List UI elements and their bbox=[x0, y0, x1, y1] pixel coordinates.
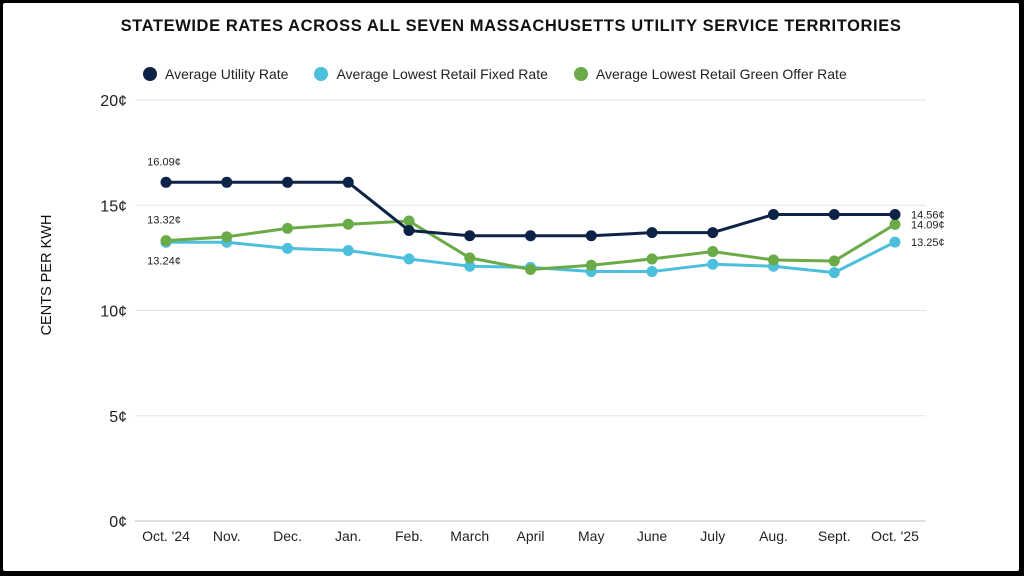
data-point-series-2 bbox=[646, 253, 658, 265]
data-point-series-2 bbox=[707, 246, 719, 258]
chart-title: STATEWIDE RATES ACROSS ALL SEVEN MASSACH… bbox=[120, 17, 902, 35]
chart-frame: STATEWIDE RATES ACROSS ALL SEVEN MASSACH… bbox=[3, 3, 1019, 571]
data-label: 16.09¢ bbox=[147, 156, 181, 168]
x-tick-label: Oct. '25 bbox=[871, 528, 919, 544]
data-point-series-0 bbox=[282, 176, 293, 188]
y-tick-label: 5¢ bbox=[109, 409, 127, 426]
data-label: 13.32¢ bbox=[147, 215, 181, 227]
x-tick-label: Nov. bbox=[213, 528, 241, 544]
data-point-series-0 bbox=[768, 209, 779, 221]
data-point-series-2 bbox=[342, 218, 354, 230]
x-tick-label: Sept. bbox=[818, 528, 851, 544]
data-point-series-1 bbox=[342, 245, 354, 257]
data-point-series-1 bbox=[403, 253, 415, 265]
x-tick-label: July bbox=[700, 528, 725, 544]
data-point-series-2 bbox=[889, 218, 901, 230]
data-point-series-2 bbox=[464, 252, 476, 264]
data-point-series-0 bbox=[889, 209, 901, 221]
data-point-series-1 bbox=[646, 266, 658, 278]
data-point-series-0 bbox=[585, 230, 597, 242]
data-point-series-0 bbox=[403, 225, 415, 237]
data-point-series-2 bbox=[221, 231, 233, 243]
data-point-series-1 bbox=[464, 260, 476, 272]
x-tick-label: Jan. bbox=[335, 528, 361, 544]
y-tick-label: 0¢ bbox=[109, 514, 127, 531]
data-point-series-0 bbox=[707, 227, 719, 239]
x-tick-label: March bbox=[450, 528, 489, 544]
series-line-0 bbox=[164, 180, 897, 238]
data-point-series-0 bbox=[221, 176, 233, 188]
legend-marker-fixed bbox=[314, 67, 329, 81]
data-label: 13.25¢ bbox=[911, 237, 945, 249]
data-point-series-2 bbox=[768, 254, 779, 266]
data-point-series-0 bbox=[342, 176, 354, 188]
data-point-series-0 bbox=[828, 209, 840, 221]
data-point-series-2 bbox=[525, 263, 536, 275]
data-point-series-2 bbox=[403, 215, 415, 227]
legend-label-fixed: Average Lowest Retail Fixed Rate bbox=[336, 66, 548, 82]
x-tick-label: April bbox=[516, 528, 544, 544]
y-tick-label: 10¢ bbox=[100, 304, 127, 321]
legend-label-green: Average Lowest Retail Green Offer Rate bbox=[595, 66, 847, 82]
x-tick-label: Feb. bbox=[395, 528, 423, 544]
data-point-series-2 bbox=[282, 222, 293, 234]
x-tick-label: Aug. bbox=[759, 528, 788, 544]
data-point-series-2 bbox=[828, 255, 840, 267]
legend-marker-green bbox=[573, 67, 588, 81]
legend-marker-utility bbox=[143, 67, 157, 81]
y-tick-label: 15¢ bbox=[100, 198, 127, 215]
legend-label-utility: Average Utility Rate bbox=[165, 66, 289, 82]
x-tick-label: June bbox=[637, 528, 668, 544]
data-point-series-0 bbox=[646, 227, 658, 239]
legend-item-utility: Average Utility Rate bbox=[143, 66, 288, 82]
legend-item-fixed: Average Lowest Retail Fixed Rate bbox=[314, 66, 548, 82]
data-point-series-2 bbox=[585, 259, 597, 271]
data-point-series-1 bbox=[282, 242, 293, 254]
x-tick-label: May bbox=[578, 528, 604, 544]
data-label: 14.09¢ bbox=[911, 219, 945, 231]
data-label: 13.24¢ bbox=[147, 255, 181, 267]
x-tick-label: Oct. '24 bbox=[142, 528, 190, 544]
y-tick-label: 20¢ bbox=[100, 93, 127, 110]
legend: Average Utility Rate Average Lowest Reta… bbox=[143, 66, 873, 82]
legend-item-green: Average Lowest Retail Green Offer Rate bbox=[573, 66, 847, 82]
data-point-series-2 bbox=[160, 235, 172, 247]
data-label: 14.56¢ bbox=[911, 210, 945, 222]
data-point-series-1 bbox=[828, 267, 840, 279]
data-point-series-0 bbox=[525, 230, 536, 242]
data-point-series-1 bbox=[889, 236, 901, 248]
data-point-series-1 bbox=[707, 258, 719, 270]
data-point-series-0 bbox=[160, 176, 172, 188]
data-point-series-0 bbox=[464, 230, 476, 242]
x-tick-label: Dec. bbox=[273, 528, 302, 544]
